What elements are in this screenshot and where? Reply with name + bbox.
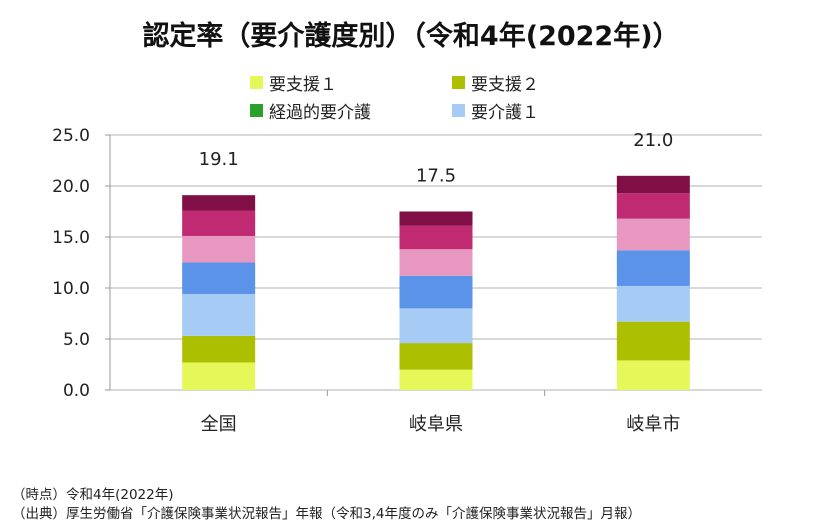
y-tick-label: 5.0 (63, 330, 90, 350)
bar-segment-support2 (182, 335, 256, 363)
legend-swatch (452, 104, 465, 117)
bar-segment-care4 (182, 210, 256, 236)
footer-time: （時点）令和4年(2022年) (12, 487, 174, 503)
bar-segment-care5 (616, 175, 690, 194)
bar-segment-care5 (182, 195, 256, 211)
y-tick-label: 25.0 (52, 126, 90, 146)
bar-segment-care1 (399, 308, 473, 344)
bar-segment-care3 (399, 249, 473, 276)
bar-segment-care3 (182, 235, 256, 263)
legend-item-support1: 要支援１ (250, 70, 337, 95)
plot-area: 0.0 5.0 10.0 15.0 20.0 25.0 全国 19.1 岐阜県 17.5 岐阜市 21… (52, 126, 762, 435)
legend-swatch (250, 104, 263, 117)
bar-segment-care5 (399, 211, 473, 226)
total-data-label: 19.1 (199, 149, 239, 170)
bar-segment-support1 (399, 369, 473, 390)
bar-segment-care2 (399, 275, 473, 309)
legend-swatch (452, 76, 465, 89)
x-tick-label: 全国 (201, 414, 237, 435)
legend-label: 要介護１ (471, 103, 539, 123)
total-data-label: 21.0 (633, 130, 673, 151)
bar-segment-support1 (182, 362, 256, 390)
chart-title: 認定率（要介護度別）（令和4年(2022年)） (142, 21, 680, 52)
x-tick-label: 岐阜市 (626, 414, 680, 435)
y-tick-label: 0.0 (63, 381, 90, 401)
bar-segment-care1 (182, 294, 256, 336)
bar-segment-care4 (399, 225, 473, 250)
bar-segment-support2 (399, 343, 473, 370)
bar-segment-care1 (616, 285, 690, 322)
bar-segment-care4 (616, 193, 690, 219)
x-tick-label: 岐阜県 (409, 414, 463, 435)
legend-label: 経過的要介護 (269, 103, 371, 123)
y-tick-label: 15.0 (52, 228, 90, 248)
legend-item-support2: 要支援２ (452, 70, 539, 95)
y-tick-label: 20.0 (52, 177, 90, 197)
total-data-label: 17.5 (416, 166, 456, 187)
footer-source: （出典）厚生労働省「介護保険事業状況報告」年報（令和3,4年度のみ「介護保険事業… (12, 506, 641, 522)
legend-item-transitional: 経過的要介護 (250, 98, 371, 123)
legend-label: 要支援１ (269, 75, 337, 95)
legend-label: 要支援２ (471, 75, 539, 95)
y-tick-label: 10.0 (52, 279, 90, 299)
bar-segment-care3 (616, 218, 690, 251)
legend-swatch (250, 76, 263, 89)
bar-segment-care2 (182, 262, 256, 295)
bar-segment-support1 (616, 360, 690, 390)
legend-item-care1: 要介護１ (452, 98, 539, 123)
bar-segment-support2 (616, 321, 690, 361)
bar-segment-care2 (616, 250, 690, 286)
